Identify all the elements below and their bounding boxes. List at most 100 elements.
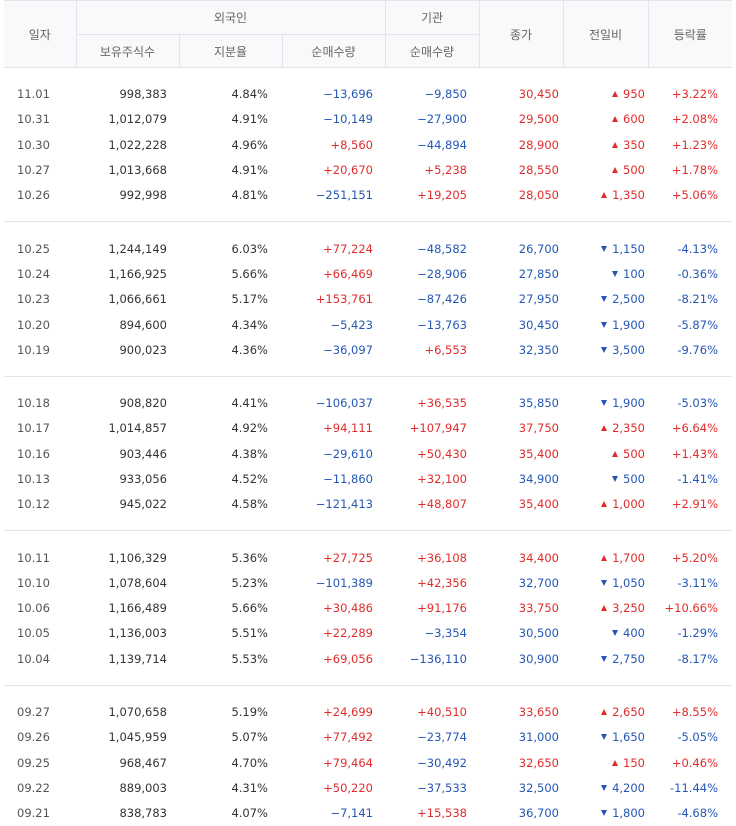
date-cell: 10.12 — [17, 497, 50, 512]
change-value: 3,500 — [612, 342, 645, 357]
close-cell: 32,350 — [518, 342, 559, 357]
inst-net-cell: +32,100 — [417, 472, 467, 486]
inst-net-cell: +36,535 — [417, 396, 467, 411]
change-cell: 1,800 — [563, 801, 648, 826]
date-cell: 10.18 — [17, 396, 50, 411]
rate-cell: +6.64% — [671, 421, 718, 436]
header-change: 전일비 — [562, 0, 649, 68]
investor-trading-table: 일자 외국인 기관 종가 전일비 등락률 보유주식수 지분율 순매수량 순매수량… — [4, 0, 732, 826]
inst-net-cell: −3,354 — [424, 626, 467, 641]
table-row: 10.16 903,446 4.38% −29,610 +50,430 35,400 500… — [4, 441, 732, 466]
inst-net-cell: −87,426 — [417, 292, 467, 307]
change-value: 350 — [623, 137, 645, 152]
triangle-up-icon — [612, 116, 619, 123]
rate-cell: +5.20% — [671, 550, 718, 565]
header-rate: 등락률 — [647, 0, 732, 68]
holdings-cell: 968,467 — [119, 755, 167, 770]
foreign-net-cell: −101,389 — [315, 575, 373, 590]
triangle-up-icon — [601, 709, 608, 716]
change-cell: 1,900 — [563, 390, 648, 415]
rate-cell: +8.55% — [671, 705, 718, 720]
rate-cell: +10.66% — [664, 601, 719, 616]
inst-net-cell: +6,553 — [424, 342, 467, 357]
date-cell: 10.27 — [17, 163, 50, 178]
holdings-cell: 945,022 — [119, 497, 167, 512]
group-spacer — [4, 208, 732, 222]
ratio-cell: 4.36% — [231, 342, 268, 357]
close-cell: 29,500 — [518, 112, 559, 127]
rate-cell: +5.06% — [671, 188, 718, 203]
table-row: 10.30 1,022,228 4.96% +8,560 −44,894 28,900 35… — [4, 132, 732, 157]
table-row: 10.25 1,244,149 6.03% +77,224 −48,582 26,700 1… — [4, 236, 732, 261]
change-cell: 400 — [563, 621, 648, 646]
rate-cell: +1.78% — [671, 163, 718, 178]
rate-cell: -8.21% — [677, 292, 718, 307]
ratio-cell: 5.17% — [231, 292, 268, 307]
ratio-cell: 5.66% — [231, 601, 268, 616]
ratio-cell: 4.84% — [231, 87, 268, 102]
ratio-cell: 4.91% — [231, 163, 268, 178]
change-cell: 500 — [563, 441, 648, 466]
date-cell: 10.31 — [17, 112, 50, 127]
change-cell: 1,900 — [563, 312, 648, 337]
foreign-net-cell: −10,149 — [323, 112, 373, 127]
change-cell: 950 — [563, 82, 648, 107]
close-cell: 33,750 — [518, 601, 559, 616]
close-cell: 32,700 — [518, 575, 559, 590]
table-row: 10.11 1,106,329 5.36% +27,725 +36,108 34,400 1… — [4, 545, 732, 570]
triangle-up-icon — [612, 167, 619, 174]
date-cell: 09.27 — [17, 705, 50, 720]
holdings-cell: 1,012,079 — [108, 112, 167, 127]
group-divider — [4, 375, 732, 377]
holdings-cell: 889,003 — [119, 780, 167, 795]
foreign-net-cell: −121,413 — [315, 497, 373, 512]
group-spacer — [4, 686, 732, 700]
holdings-cell: 998,383 — [119, 87, 167, 102]
change-value: 400 — [623, 626, 645, 641]
close-cell: 35,400 — [518, 446, 559, 461]
change-cell: 4,200 — [563, 775, 648, 800]
rate-cell: -0.36% — [677, 266, 718, 281]
group-divider — [4, 221, 732, 223]
inst-net-cell: +42,356 — [417, 575, 467, 590]
triangle-down-icon — [601, 321, 608, 328]
foreign-net-cell: −5,423 — [330, 317, 373, 332]
table-row: 10.26 992,998 4.81% −251,151 +19,205 28,050 1,… — [4, 183, 732, 208]
rate-cell: +1.23% — [671, 137, 718, 152]
table-row: 10.23 1,066,661 5.17% +153,761 −87,426 27,950… — [4, 287, 732, 312]
date-cell: 10.16 — [17, 446, 50, 461]
holdings-cell: 1,013,668 — [108, 163, 167, 178]
triangle-up-icon — [612, 91, 619, 98]
rate-cell: +3.22% — [671, 87, 718, 102]
inst-net-cell: +19,205 — [417, 188, 467, 203]
group-spacer — [4, 362, 732, 376]
holdings-cell: 1,022,228 — [108, 137, 167, 152]
ratio-cell: 4.07% — [231, 806, 268, 821]
table-row: 09.21 838,783 4.07% −7,141 +15,538 36,700 1,80… — [4, 801, 732, 826]
change-value: 3,250 — [612, 601, 645, 616]
group-spacer — [4, 68, 732, 82]
table-row: 10.04 1,139,714 5.53% +69,056 −136,110 30,900… — [4, 646, 732, 671]
change-cell: 3,500 — [563, 337, 648, 362]
change-cell: 1,650 — [563, 725, 648, 750]
change-value: 1,000 — [612, 497, 645, 512]
change-value: 150 — [623, 755, 645, 770]
close-cell: 34,400 — [518, 550, 559, 565]
change-value: 1,650 — [612, 730, 645, 745]
table-row: 09.25 968,467 4.70% +79,464 −30,492 32,650 150… — [4, 750, 732, 775]
change-value: 4,200 — [612, 780, 645, 795]
ratio-cell: 6.03% — [231, 241, 268, 256]
close-cell: 30,450 — [518, 317, 559, 332]
change-cell: 2,650 — [563, 699, 648, 724]
foreign-net-cell: +94,111 — [323, 421, 373, 436]
holdings-cell: 903,446 — [119, 446, 167, 461]
inst-net-cell: −30,492 — [417, 755, 467, 770]
triangle-down-icon — [601, 784, 608, 791]
foreign-net-cell: +77,224 — [323, 241, 373, 256]
close-cell: 32,650 — [518, 755, 559, 770]
close-cell: 35,400 — [518, 497, 559, 512]
holdings-cell: 1,166,489 — [108, 601, 167, 616]
foreign-net-cell: −36,097 — [323, 342, 373, 357]
inst-net-cell: −27,900 — [417, 112, 467, 127]
